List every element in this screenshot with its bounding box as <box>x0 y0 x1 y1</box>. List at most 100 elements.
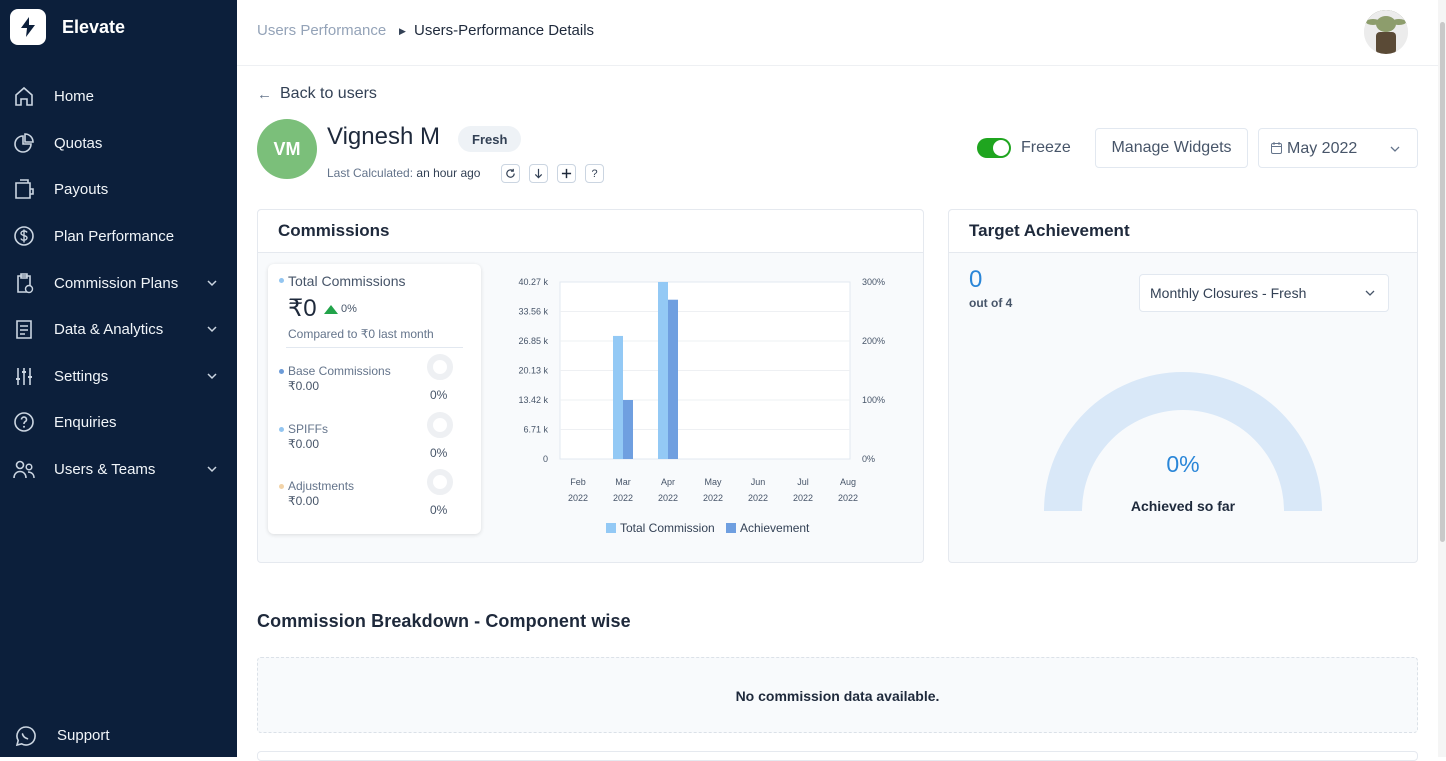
x-tick-year: 2022 <box>613 493 633 503</box>
commissions-card-header: Commissions <box>258 210 923 253</box>
breadcrumb-parent[interactable]: Users Performance <box>257 22 387 39</box>
total-commissions-label: Total Commissions <box>288 273 406 289</box>
gauge-label: Achieved so far <box>1130 498 1236 514</box>
sidebar-item-quotas[interactable]: Quotas <box>0 123 237 163</box>
x-tick-month: Mar <box>615 477 631 487</box>
sidebar-item-label: Quotas <box>54 134 103 152</box>
total-dot <box>279 278 284 283</box>
commission-summary: Total Commissions ₹0 0% Compared to ₹0 l… <box>268 264 481 534</box>
document-icon <box>16 320 32 339</box>
app-name: Elevate <box>62 17 126 37</box>
y-left-tick: 6.71 k <box>523 425 548 435</box>
back-to-users-link[interactable]: ← Back to users <box>257 85 377 103</box>
x-tick-year: 2022 <box>793 493 813 503</box>
help-button[interactable]: ? <box>585 164 604 183</box>
period-select[interactable]: May 2022 <box>1258 128 1418 168</box>
component-pct: 0% <box>430 388 448 402</box>
component-label: Adjustments <box>288 479 355 493</box>
freeze-label: Freeze <box>1021 139 1071 156</box>
chevron-down-icon[interactable] <box>205 369 219 383</box>
question-circle-icon <box>14 412 34 432</box>
legend-label: Total Commission <box>620 521 715 535</box>
scrollbar-thumb[interactable] <box>1440 22 1445 542</box>
target-achievement-card: Target Achievement 0 out of 4 Monthly Cl… <box>948 209 1418 563</box>
period-value: May 2022 <box>1287 140 1358 157</box>
y-right-tick: 300% <box>862 277 885 287</box>
target-card-header: Target Achievement <box>949 210 1417 253</box>
clipboard-icon <box>17 273 34 294</box>
x-tick-month: Jul <box>797 477 809 487</box>
profile-avatar[interactable] <box>1364 10 1408 54</box>
component-pct: 0% <box>430 503 448 517</box>
breakdown-empty-state: No commission data available. <box>257 657 1418 733</box>
support-link[interactable]: Support <box>0 718 237 752</box>
commissions-title: Commissions <box>278 221 390 240</box>
sidebar-item-enquiries[interactable]: Enquiries <box>0 402 237 442</box>
app-logo[interactable] <box>10 9 46 45</box>
legend-label: Achievement <box>740 521 810 535</box>
breadcrumb-separator-icon: ▶ <box>399 26 406 36</box>
x-tick-year: 2022 <box>748 493 768 503</box>
breakdown-title: Commission Breakdown - Component wise <box>257 611 631 631</box>
chevron-down-icon[interactable] <box>205 322 219 336</box>
chevron-down-icon[interactable] <box>205 276 219 290</box>
recalculate-button[interactable] <box>501 164 520 183</box>
add-button[interactable] <box>557 164 576 183</box>
x-tick-month: May <box>704 477 722 487</box>
pie-chart-icon <box>14 133 34 153</box>
sidebar-item-label: Home <box>54 87 95 105</box>
user-avatar: VM <box>257 119 317 179</box>
arrow-left-icon: ← <box>257 85 272 103</box>
next-card-edge <box>257 751 1418 761</box>
refresh-icon <box>506 168 515 178</box>
sidebar-item-settings[interactable]: Settings <box>0 356 237 396</box>
sidebar-item-plan-performance[interactable]: Plan Performance <box>0 216 237 256</box>
user-status-badge: Fresh <box>458 126 522 152</box>
y-left-tick: 0 <box>543 454 548 464</box>
commissions-card: Commissions Total Commissions ₹0 0% Comp… <box>257 209 924 563</box>
download-button[interactable] <box>529 164 548 183</box>
component-dot <box>279 369 284 374</box>
sidebar: Elevate Home Quotas Payouts Plan Performanc… <box>0 0 237 757</box>
back-label: Back to users <box>280 85 377 102</box>
last-calculated-label: Last Calculated: <box>327 166 414 180</box>
legend-swatch <box>726 523 736 533</box>
component-value: ₹0.00 <box>288 379 319 393</box>
chat-icon <box>15 726 36 747</box>
toggle-knob <box>993 140 1009 156</box>
sliders-icon <box>16 368 32 385</box>
lightning-icon <box>21 17 35 37</box>
sidebar-item-payouts[interactable]: Payouts <box>0 169 237 209</box>
sidebar-item-label: Users & Teams <box>54 460 156 478</box>
divider <box>286 347 463 348</box>
chevron-down-icon[interactable] <box>205 462 219 476</box>
chevron-down-icon <box>1390 146 1400 152</box>
y-right-tick: 100% <box>862 395 885 405</box>
sidebar-item-data-analytics[interactable]: Data & Analytics <box>0 309 237 349</box>
x-tick-year: 2022 <box>838 493 858 503</box>
last-calculated: Last Calculated: an hour ago <box>327 166 480 180</box>
sidebar-item-label: Plan Performance <box>54 227 175 245</box>
y-left-tick: 20.13 k <box>518 366 548 376</box>
bar-achievement <box>668 299 678 459</box>
achieved-count: 0 <box>969 266 983 293</box>
x-tick-year: 2022 <box>703 493 723 503</box>
sidebar-item-commission-plans[interactable]: Commission Plans <box>0 263 237 303</box>
component-ring <box>427 412 453 438</box>
bar-achievement <box>623 400 633 459</box>
component-ring <box>427 354 453 380</box>
out-of-text: out of 4 <box>969 296 1013 310</box>
sidebar-item-users-teams[interactable]: Users & Teams <box>0 449 237 489</box>
quota-select[interactable]: Monthly Closures - Fresh <box>1139 274 1389 312</box>
freeze-toggle[interactable] <box>977 138 1011 158</box>
manage-widgets-button[interactable]: Manage Widgets <box>1095 128 1248 168</box>
component-ring <box>427 469 453 495</box>
x-tick-month: Aug <box>840 477 856 487</box>
users-icon <box>13 460 35 479</box>
sidebar-item-label: Enquiries <box>54 413 117 431</box>
sidebar-item-label: Data & Analytics <box>54 320 164 338</box>
plus-icon <box>561 168 572 179</box>
component-value: ₹0.00 <box>288 494 319 508</box>
sidebar-item-home[interactable]: Home <box>0 76 237 116</box>
sidebar-item-label: Payouts <box>54 180 109 198</box>
